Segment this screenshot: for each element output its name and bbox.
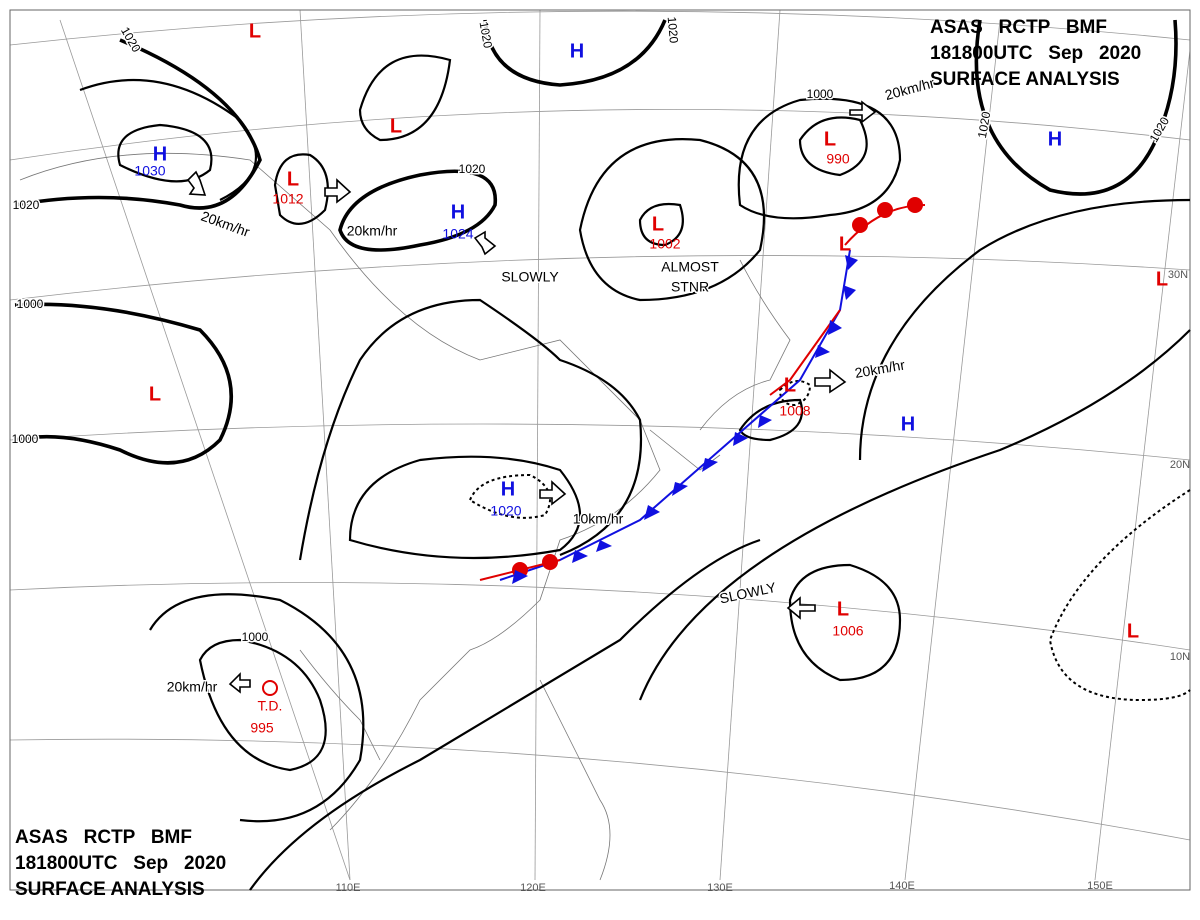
pressure-center-value: 1002: [649, 236, 680, 252]
pressure-center-value: 990: [826, 151, 850, 167]
isobar-label: 1020: [665, 16, 681, 44]
latitude-label: 20N: [1170, 459, 1190, 471]
typhoon-symbol: [262, 680, 278, 696]
latitude-label: 10N: [1170, 651, 1190, 663]
motion-label: 10km/hr: [573, 511, 624, 527]
pressure-center-symbol: L: [837, 598, 849, 620]
pressure-center-symbol: L: [824, 128, 836, 150]
pressure-center-value: 1012: [272, 191, 303, 207]
motion-label: 20km/hr: [167, 679, 218, 695]
longitude-label: 110E: [336, 882, 361, 894]
isobar-label: 1000: [807, 87, 834, 101]
coastlines: [19, 152, 791, 881]
motion-label: 20km/hr: [347, 223, 398, 239]
pressure-center-symbol: L: [839, 233, 851, 255]
isobars: [14, 19, 1191, 891]
pressure-center-symbol: L: [652, 213, 664, 235]
labels: ASAS RCTP BMF 181800UTC Sep 2020 SURFACE…: [10, 15, 1190, 900]
header-product: SURFACE ANALYSIS: [930, 69, 1120, 90]
pressure-center-symbol: H: [1048, 128, 1062, 150]
pressure-center-symbol: L: [1156, 268, 1168, 290]
header-agency: ASAS RCTP BMF: [15, 827, 192, 848]
latitude-label: 30N: [1168, 269, 1188, 281]
pressure-center-symbol: L: [390, 115, 402, 137]
longitude-label: 130E: [707, 882, 733, 894]
header-product: SURFACE ANALYSIS: [15, 879, 205, 900]
pressure-center-symbol: H: [901, 413, 915, 435]
pressure-center-symbol: L: [784, 374, 796, 396]
pressure-center-value: 1030: [134, 163, 165, 179]
longitude-label: 150E: [1087, 880, 1113, 892]
longitude-label: 120E: [520, 882, 546, 894]
longitude-label: 140E: [889, 880, 915, 892]
pressure-center-symbol: L: [249, 20, 261, 42]
td-label: T.D.: [258, 698, 283, 714]
pressure-center-value: 1008: [779, 403, 810, 419]
motion-arrows: [186, 100, 877, 694]
isobar-label: 1020: [477, 20, 495, 49]
pressure-center-symbol: L: [1127, 620, 1139, 642]
header-time: 181800UTC Sep 2020: [930, 43, 1141, 64]
motion-label: ALMOST: [661, 259, 719, 275]
header-time: 181800UTC Sep 2020: [15, 853, 226, 874]
pressure-center-symbol: L: [287, 168, 299, 190]
pressure-center-symbol: L: [149, 383, 161, 405]
isobar-label: 1020: [459, 162, 486, 176]
pressure-center-symbol: H: [501, 478, 515, 500]
pressure-center-symbol: H: [570, 40, 584, 62]
isobar-label: 1000: [12, 432, 39, 446]
pressure-center-value: 1024: [442, 226, 473, 242]
isobar-label: 1020: [13, 198, 40, 212]
pressure-center-value: 1020: [490, 503, 521, 519]
td-pressure: 995: [250, 720, 274, 736]
isobar-label: 1020: [975, 110, 993, 139]
isobar-label: 1000: [242, 630, 269, 644]
motion-label: STNR: [671, 279, 709, 295]
pressure-center-symbol: H: [153, 143, 167, 165]
isobar-label: 1000: [17, 297, 44, 311]
pressure-center-symbol: H: [451, 201, 465, 223]
pressure-center-value: 1006: [832, 623, 863, 639]
header-agency: ASAS RCTP BMF: [930, 17, 1107, 38]
motion-label: SLOWLY: [501, 269, 559, 285]
fronts: [479, 197, 926, 584]
